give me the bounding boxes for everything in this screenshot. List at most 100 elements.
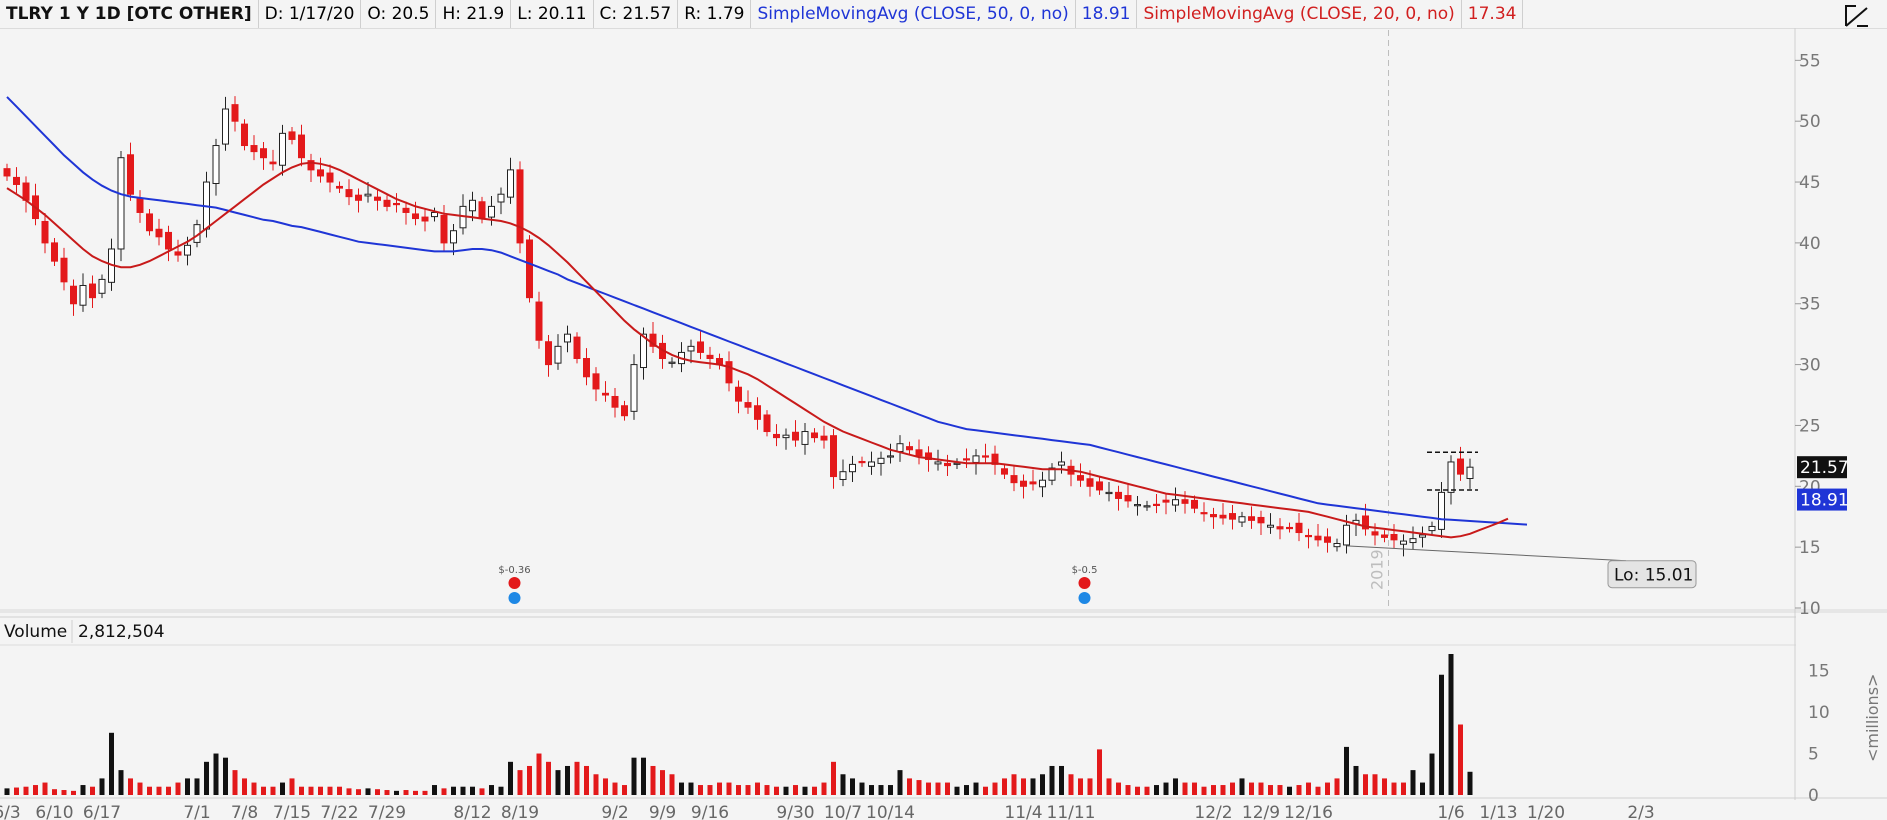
candle[interactable] xyxy=(1162,493,1170,515)
candle[interactable] xyxy=(1447,455,1455,505)
candle[interactable] xyxy=(963,448,970,469)
candle[interactable] xyxy=(554,334,562,370)
candle[interactable] xyxy=(592,367,600,402)
candle[interactable] xyxy=(440,205,448,252)
candle[interactable] xyxy=(355,188,362,213)
candle[interactable] xyxy=(744,390,752,414)
candle[interactable] xyxy=(497,187,505,215)
candle[interactable] xyxy=(1105,482,1113,502)
candle[interactable] xyxy=(716,353,723,370)
candle[interactable] xyxy=(288,127,296,145)
sma50-study-label[interactable]: SimpleMovingAvg (CLOSE, 50, 0, no) xyxy=(751,0,1076,28)
candle[interactable] xyxy=(801,423,809,455)
candle[interactable] xyxy=(1390,524,1398,549)
candle[interactable] xyxy=(830,428,837,489)
candle[interactable] xyxy=(222,96,229,151)
candle[interactable] xyxy=(70,279,77,316)
candle[interactable] xyxy=(146,209,153,236)
candle[interactable] xyxy=(231,96,239,132)
candle[interactable] xyxy=(1096,477,1103,495)
candle[interactable] xyxy=(60,247,68,291)
candle[interactable] xyxy=(668,357,676,368)
candle[interactable] xyxy=(298,124,305,167)
candle[interactable] xyxy=(421,208,429,232)
candle[interactable] xyxy=(630,354,638,420)
symbol-label[interactable]: TLRY 1 Y 1D [OTC OTHER] xyxy=(0,0,259,28)
candle[interactable] xyxy=(1248,506,1255,529)
candle[interactable] xyxy=(393,193,400,213)
candle[interactable] xyxy=(1077,463,1084,487)
candle[interactable] xyxy=(98,274,106,299)
candle[interactable] xyxy=(602,381,609,402)
candle[interactable] xyxy=(1314,524,1322,547)
candle[interactable] xyxy=(1210,507,1217,529)
candle[interactable] xyxy=(155,218,163,246)
candle[interactable] xyxy=(820,425,828,449)
candle[interactable] xyxy=(611,387,619,418)
candle[interactable] xyxy=(1466,458,1474,489)
candle[interactable] xyxy=(649,322,657,354)
candle[interactable] xyxy=(1200,502,1208,522)
candle[interactable] xyxy=(374,188,381,211)
candle[interactable] xyxy=(1067,459,1075,487)
candle[interactable] xyxy=(1048,463,1056,486)
candle[interactable] xyxy=(1286,522,1293,533)
candle[interactable] xyxy=(1238,511,1246,527)
candle[interactable] xyxy=(972,449,980,475)
candle[interactable] xyxy=(459,194,467,235)
candle[interactable] xyxy=(545,335,552,377)
candle[interactable] xyxy=(431,207,438,222)
candle[interactable] xyxy=(1134,496,1141,516)
candle[interactable] xyxy=(763,410,771,437)
candle[interactable] xyxy=(697,329,704,360)
candle[interactable] xyxy=(260,142,267,170)
candle[interactable] xyxy=(887,443,894,464)
candle[interactable] xyxy=(32,183,39,226)
candle[interactable] xyxy=(735,380,742,414)
candle[interactable] xyxy=(345,179,353,206)
candle[interactable] xyxy=(944,454,951,476)
candle[interactable] xyxy=(1276,518,1284,540)
candle[interactable] xyxy=(687,339,695,364)
candle[interactable] xyxy=(535,291,543,349)
candle[interactable] xyxy=(1324,528,1331,553)
drawing-tool-icon[interactable] xyxy=(1843,2,1871,28)
candle[interactable] xyxy=(1419,526,1426,548)
candle[interactable] xyxy=(1020,474,1027,499)
candle[interactable] xyxy=(583,348,590,386)
candle[interactable] xyxy=(991,445,999,475)
candle[interactable] xyxy=(165,225,172,262)
candle[interactable] xyxy=(450,224,457,256)
candle[interactable] xyxy=(117,151,125,262)
candle[interactable] xyxy=(858,456,866,467)
candle[interactable] xyxy=(782,428,790,450)
candle[interactable] xyxy=(317,157,324,183)
candle[interactable] xyxy=(896,435,904,462)
candle[interactable] xyxy=(754,397,761,430)
candle[interactable] xyxy=(868,451,875,475)
candle[interactable] xyxy=(1267,513,1274,534)
candle[interactable] xyxy=(507,157,514,204)
candle[interactable] xyxy=(915,439,923,465)
candle[interactable] xyxy=(706,346,714,369)
candle[interactable] xyxy=(1172,487,1179,512)
candle[interactable] xyxy=(41,212,49,254)
candle[interactable] xyxy=(1181,491,1189,514)
candle[interactable] xyxy=(1115,485,1122,511)
candle[interactable] xyxy=(849,455,856,483)
candle[interactable] xyxy=(953,458,961,470)
candle[interactable] xyxy=(307,153,315,183)
candle[interactable] xyxy=(1001,463,1008,479)
candle[interactable] xyxy=(13,167,20,193)
candle[interactable] xyxy=(792,420,799,447)
candle[interactable] xyxy=(1428,521,1436,536)
candle[interactable] xyxy=(725,351,733,392)
candle[interactable] xyxy=(1143,500,1151,511)
candle[interactable] xyxy=(269,149,277,171)
candle[interactable] xyxy=(336,181,343,193)
candle[interactable] xyxy=(22,176,30,213)
earnings-icon[interactable] xyxy=(508,577,521,589)
candle[interactable] xyxy=(1029,469,1037,491)
candle[interactable] xyxy=(1039,471,1046,498)
